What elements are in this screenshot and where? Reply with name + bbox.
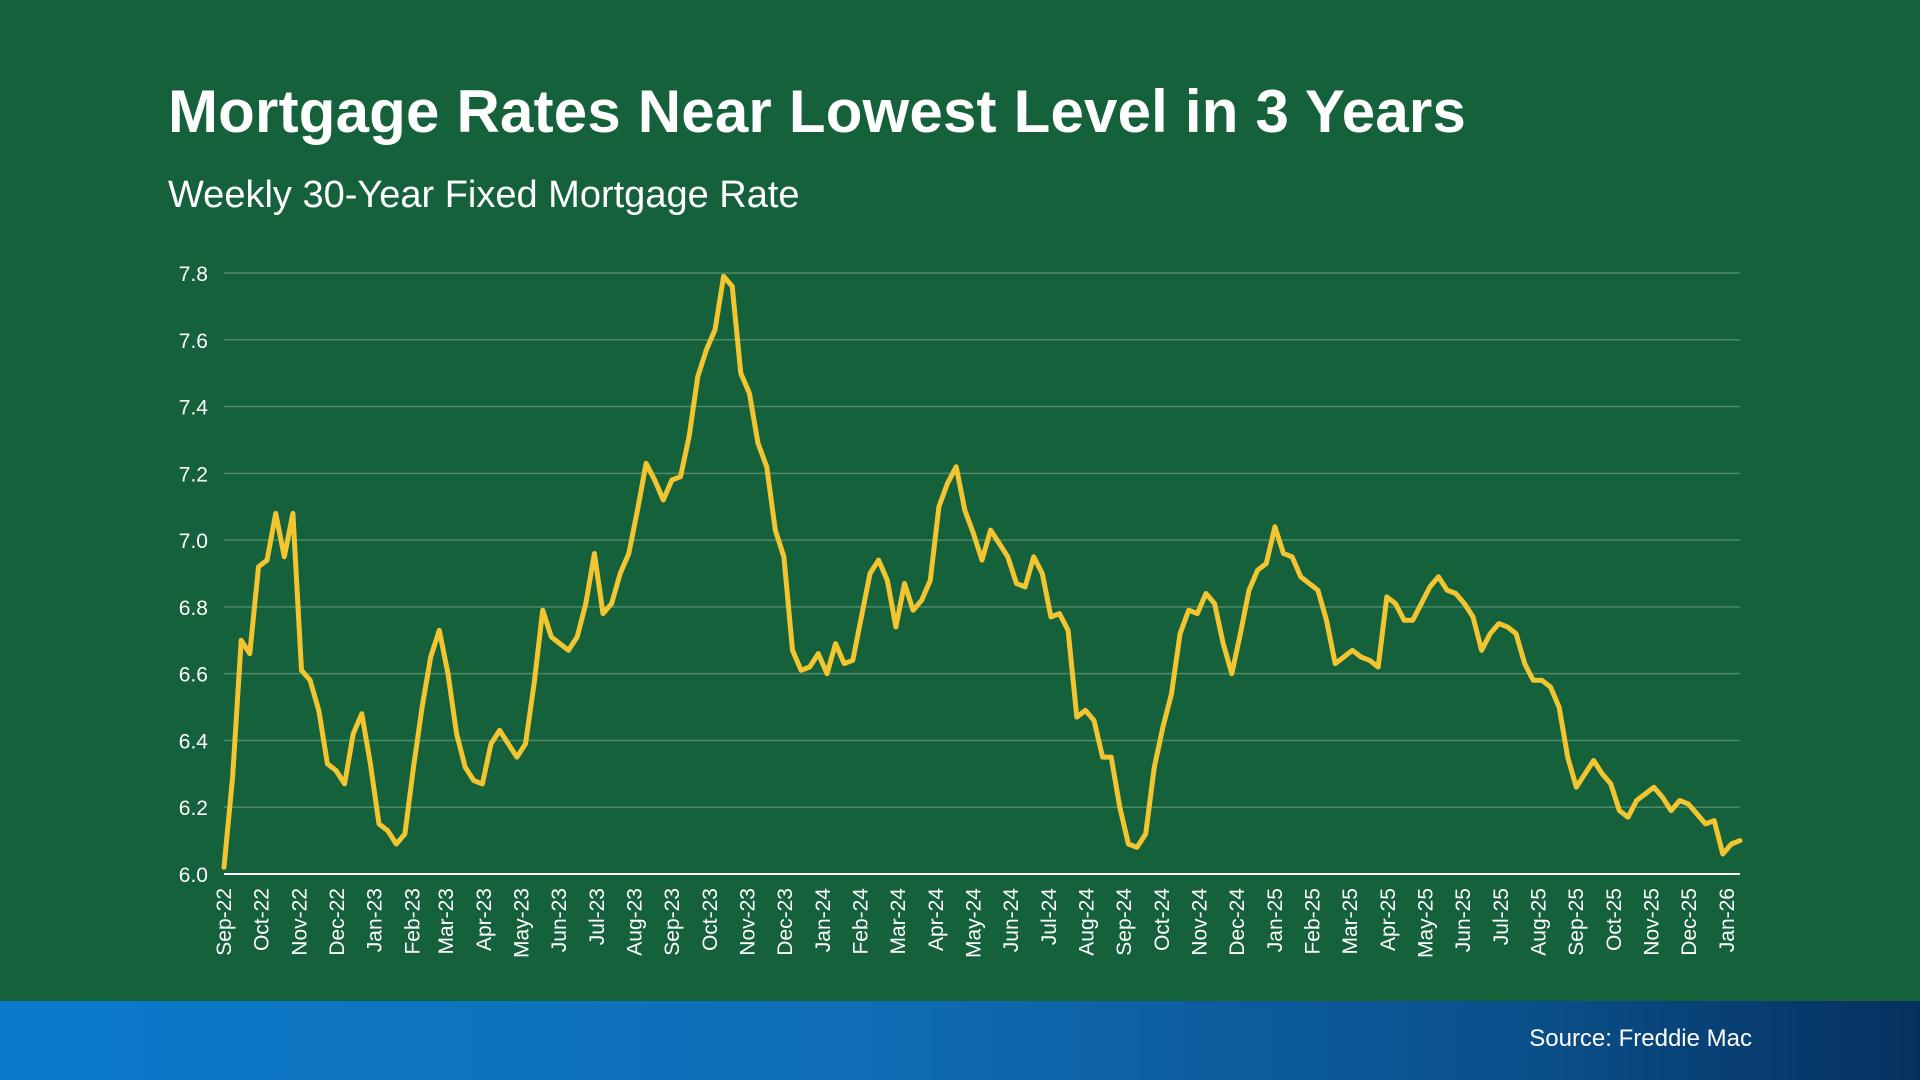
chart-title: Mortgage Rates Near Lowest Level in 3 Ye… — [168, 78, 1467, 145]
x-tick-label: Nov-25 — [1640, 888, 1663, 956]
line-chart: 6.0 6.2 6.4 6.6 6.8 7.0 7.2 7.4 7.6 7.8 Sep-22 Oct… — [179, 263, 1743, 958]
x-tick-label: Sep-22 — [213, 888, 236, 956]
x-tick-label: Jan-24 — [812, 888, 835, 953]
x-tick-label: Jan-23 — [364, 888, 387, 952]
data-series — [221, 273, 1743, 870]
y-tick-label: 6.0 — [179, 864, 208, 887]
x-tick-label: Jun-23 — [548, 888, 571, 952]
x-tick-label: May-23 — [511, 888, 534, 958]
y-tick-label: 7.2 — [179, 463, 208, 486]
y-axis: 6.0 6.2 6.4 6.6 6.8 7.0 7.2 7.4 7.6 7.8 — [179, 263, 209, 887]
x-tick-label: Dec-24 — [1226, 888, 1249, 956]
y-tick-label: 6.2 — [179, 797, 208, 820]
x-tick-label: Dec-22 — [326, 888, 349, 956]
x-tick-label: Nov-23 — [737, 888, 760, 956]
y-tick-label: 7.6 — [179, 330, 208, 353]
x-tick-label: Apr-23 — [473, 888, 496, 951]
x-tick-label: Oct-23 — [699, 888, 722, 951]
x-tick-label: Feb-25 — [1302, 888, 1325, 955]
x-tick-label: Jan-26 — [1716, 888, 1739, 952]
x-tick-label: Oct-25 — [1603, 888, 1626, 951]
y-tick-label: 6.8 — [179, 597, 208, 620]
y-tick-label: 7.0 — [179, 530, 208, 553]
y-tick-label: 7.8 — [179, 263, 208, 286]
x-tick-label: Aug-23 — [624, 888, 647, 956]
x-tick-label: Jan-25 — [1264, 888, 1287, 952]
x-tick-label: May-24 — [963, 888, 986, 958]
x-tick-label: Jun-24 — [1000, 888, 1023, 953]
x-tick-label: Aug-25 — [1527, 888, 1550, 956]
x-tick-label: Oct-22 — [251, 888, 274, 951]
chart-subtitle: Weekly 30-Year Fixed Mortgage Rate — [168, 174, 800, 216]
x-tick-label: Dec-23 — [774, 888, 797, 956]
x-tick-label: Mar-24 — [887, 888, 910, 955]
y-tick-label: 6.6 — [179, 664, 208, 687]
x-tick-label: May-25 — [1415, 888, 1438, 958]
footer-bar: Source: Freddie Mac — [0, 1001, 1920, 1080]
x-tick-label: Feb-24 — [850, 888, 873, 955]
x-tick-label: Nov-24 — [1189, 888, 1212, 956]
x-tick-label: Jul-24 — [1038, 888, 1061, 946]
gridlines — [224, 272, 1740, 808]
x-tick-label: Aug-24 — [1076, 888, 1099, 956]
y-tick-label: 7.4 — [179, 397, 209, 420]
x-tick-label: Mar-25 — [1339, 888, 1362, 955]
x-axis: Sep-22 Oct-22 Nov-22 Dec-22 Jan-23 Feb-23 Mar-… — [213, 888, 1739, 958]
series-line-0 — [221, 273, 1743, 870]
x-tick-label: Jul-25 — [1490, 888, 1513, 945]
x-tick-label: Apr-24 — [925, 888, 948, 951]
x-tick-label: Jun-25 — [1452, 888, 1475, 952]
x-tick-label: Apr-25 — [1377, 888, 1400, 951]
x-tick-label: Mar-23 — [435, 888, 458, 955]
x-tick-label: Dec-25 — [1678, 888, 1701, 956]
x-tick-label: Sep-23 — [661, 888, 684, 956]
x-tick-label: Feb-23 — [401, 888, 424, 955]
y-tick-label: 6.4 — [179, 730, 209, 753]
x-tick-label: Nov-22 — [288, 888, 311, 956]
x-tick-label: Oct-24 — [1151, 888, 1174, 951]
x-tick-label: Sep-25 — [1565, 888, 1588, 956]
x-tick-label: Jul-23 — [586, 888, 609, 945]
source-label: Source: Freddie Mac — [1529, 1025, 1752, 1052]
x-tick-label: Sep-24 — [1113, 888, 1136, 956]
